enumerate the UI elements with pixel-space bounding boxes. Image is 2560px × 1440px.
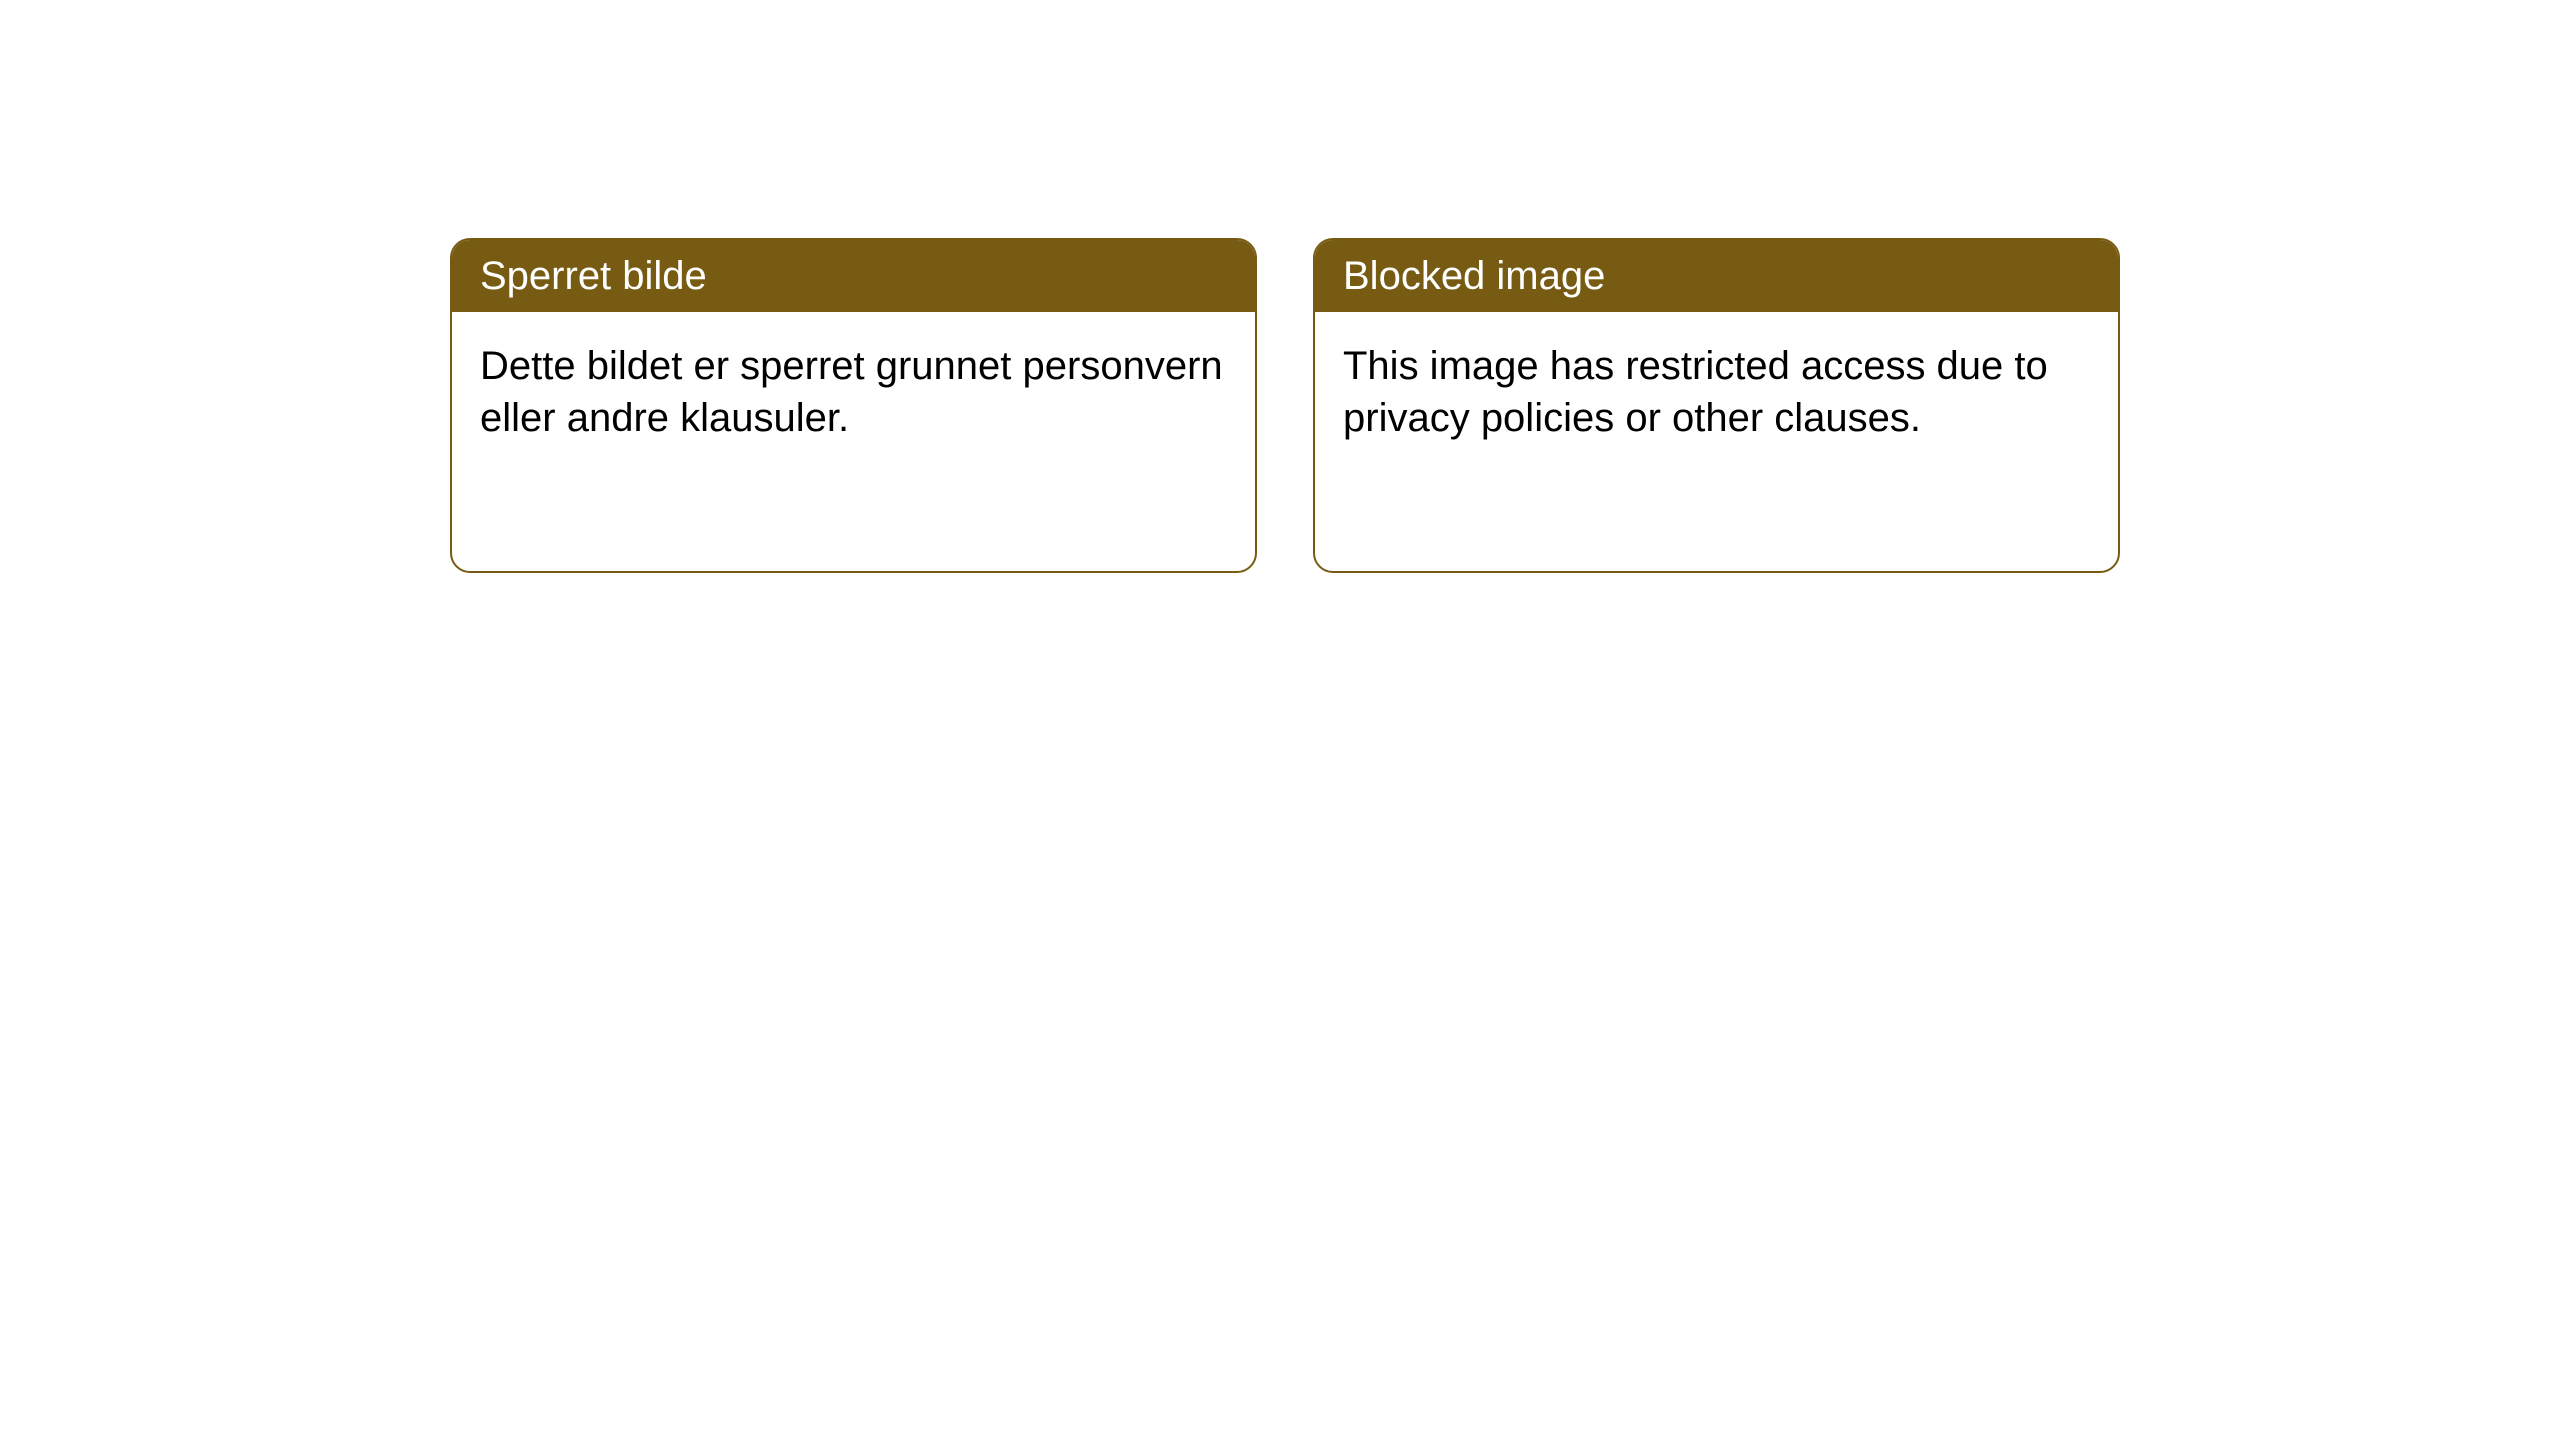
notice-body-no: Dette bildet er sperret grunnet personve… (452, 312, 1255, 472)
notice-body-en: This image has restricted access due to … (1315, 312, 2118, 472)
blocked-image-notices: Sperret bilde Dette bildet er sperret gr… (450, 238, 2120, 573)
notice-card-no: Sperret bilde Dette bildet er sperret gr… (450, 238, 1257, 573)
notice-header-no: Sperret bilde (452, 240, 1255, 312)
notice-header-en: Blocked image (1315, 240, 2118, 312)
notice-card-en: Blocked image This image has restricted … (1313, 238, 2120, 573)
